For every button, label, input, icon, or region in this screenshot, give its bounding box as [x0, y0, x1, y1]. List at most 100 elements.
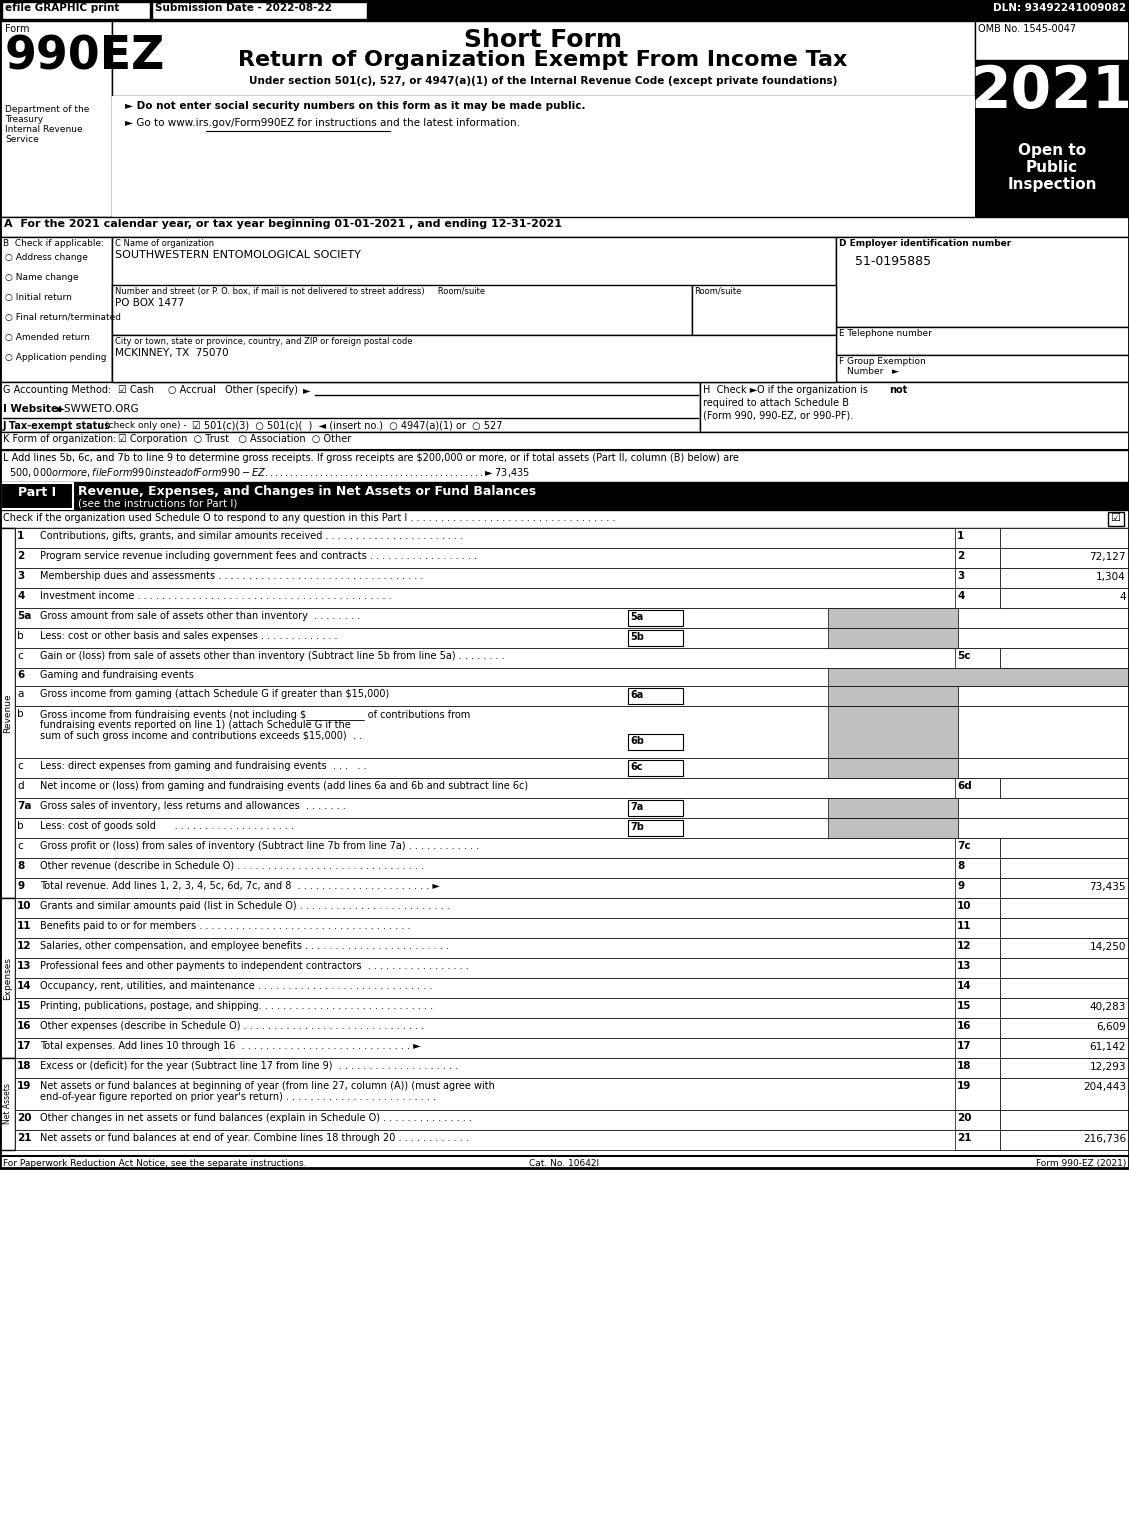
Bar — [1000, 1130, 1129, 1150]
Text: Less: cost of goods sold      . . . . . . . . . . . . . . . . . . . .: Less: cost of goods sold . . . . . . . .… — [40, 820, 294, 831]
Text: Contributions, gifts, grants, and similar amounts received . . . . . . . . . . .: Contributions, gifts, grants, and simila… — [40, 531, 463, 541]
Text: 10: 10 — [957, 901, 971, 910]
Text: O if the organization is: O if the organization is — [758, 384, 868, 395]
Bar — [0, 21, 112, 217]
Text: (see the instructions for Part I): (see the instructions for Part I) — [78, 499, 237, 508]
Text: Less: direct expenses from gaming and fundraising events  . . .   . .: Less: direct expenses from gaming and fu… — [40, 761, 367, 772]
Text: 7c: 7c — [957, 840, 971, 851]
Bar — [15, 1039, 1129, 1058]
Text: C Name of organization: C Name of organization — [115, 239, 215, 249]
Bar — [955, 567, 1000, 589]
Bar — [15, 758, 1129, 778]
Text: Program service revenue including government fees and contracts . . . . . . . . : Program service revenue including govern… — [40, 551, 476, 561]
Text: Room/suite: Room/suite — [694, 287, 742, 296]
Text: b: b — [17, 820, 24, 831]
Text: 5c: 5c — [957, 651, 971, 660]
Text: F Group Exemption: F Group Exemption — [839, 357, 926, 366]
Bar — [15, 918, 1129, 938]
Text: Less: cost or other basis and sales expenses . . . . . . . . . . . . .: Less: cost or other basis and sales expe… — [40, 631, 338, 640]
Bar — [0, 217, 1129, 236]
Bar — [628, 820, 683, 836]
Text: 6a: 6a — [630, 689, 644, 700]
Bar — [975, 59, 1129, 136]
Text: 14: 14 — [17, 981, 32, 991]
Text: Gross sales of inventory, less returns and allowances  . . . . . . .: Gross sales of inventory, less returns a… — [40, 801, 345, 811]
Text: Part I: Part I — [18, 486, 56, 499]
Text: 8: 8 — [957, 862, 964, 871]
Text: Gross profit or (loss) from sales of inventory (Subtract line 7b from line 7a) .: Gross profit or (loss) from sales of inv… — [40, 840, 479, 851]
Bar — [1000, 997, 1129, 1019]
Text: 19: 19 — [957, 1081, 971, 1090]
Text: Net Assets: Net Assets — [3, 1084, 12, 1124]
Text: c: c — [17, 761, 23, 772]
Text: For Paperwork Reduction Act Notice, see the separate instructions.: For Paperwork Reduction Act Notice, see … — [3, 1159, 306, 1168]
Text: 73,435: 73,435 — [1089, 881, 1126, 892]
Text: 1: 1 — [957, 531, 964, 541]
Text: ○ Final return/terminated: ○ Final return/terminated — [5, 313, 121, 322]
Text: (Form 990, 990-EZ, or 990-PF).: (Form 990, 990-EZ, or 990-PF). — [703, 412, 854, 421]
Text: 7a: 7a — [630, 802, 644, 811]
Text: 5b: 5b — [630, 631, 644, 642]
Bar — [955, 1110, 1000, 1130]
Text: Excess or (deficit) for the year (Subtract line 17 from line 9)  . . . . . . . .: Excess or (deficit) for the year (Subtra… — [40, 1061, 458, 1071]
Bar — [112, 336, 835, 381]
Text: 17: 17 — [957, 1042, 972, 1051]
Bar — [112, 21, 975, 96]
Text: K Form of organization:: K Form of organization: — [3, 435, 116, 444]
Text: 21: 21 — [957, 1133, 971, 1144]
Text: 5a: 5a — [17, 612, 32, 621]
Bar — [828, 608, 959, 628]
Text: Total expenses. Add lines 10 through 16  . . . . . . . . . . . . . . . . . . . .: Total expenses. Add lines 10 through 16 … — [40, 1042, 421, 1051]
Text: L Add lines 5b, 6c, and 7b to line 9 to determine gross receipts. If gross recei: L Add lines 5b, 6c, and 7b to line 9 to … — [3, 453, 738, 464]
Text: Internal Revenue: Internal Revenue — [5, 125, 82, 134]
Bar — [628, 759, 683, 776]
Bar — [1000, 648, 1129, 668]
Text: Gaming and fundraising events: Gaming and fundraising events — [40, 669, 194, 680]
Text: 6d: 6d — [957, 781, 972, 791]
Text: 40,283: 40,283 — [1089, 1002, 1126, 1013]
Text: 15: 15 — [17, 1000, 32, 1011]
Text: Check if the organization used Schedule O to respond to any question in this Par: Check if the organization used Schedule … — [3, 512, 615, 523]
Text: SOUTHWESTERN ENTOMOLOGICAL SOCIETY: SOUTHWESTERN ENTOMOLOGICAL SOCIETY — [115, 250, 361, 259]
Bar — [15, 589, 1129, 608]
Text: 12,293: 12,293 — [1089, 1061, 1126, 1072]
Bar — [955, 878, 1000, 898]
Text: Salaries, other compensation, and employee benefits . . . . . . . . . . . . . . : Salaries, other compensation, and employ… — [40, 941, 449, 952]
Text: ○ Address change: ○ Address change — [5, 253, 88, 262]
Bar — [955, 547, 1000, 567]
Bar — [1000, 1019, 1129, 1039]
Bar — [0, 450, 1129, 482]
Text: Net income or (loss) from gaming and fundraising events (add lines 6a and 6b and: Net income or (loss) from gaming and fun… — [40, 781, 528, 791]
Text: Service: Service — [5, 136, 38, 143]
Text: Revenue: Revenue — [3, 694, 12, 734]
Text: 2021: 2021 — [971, 63, 1129, 120]
Text: ► Do not enter social security numbers on this form as it may be made public.: ► Do not enter social security numbers o… — [125, 101, 586, 111]
Bar — [15, 778, 1129, 798]
Text: 2: 2 — [17, 551, 24, 561]
Bar — [955, 839, 1000, 859]
Bar — [1000, 528, 1129, 547]
Bar — [1000, 918, 1129, 938]
Text: Form: Form — [5, 24, 29, 34]
Text: 11: 11 — [17, 921, 32, 930]
Bar — [975, 136, 1129, 217]
Bar — [0, 236, 112, 381]
Bar — [1000, 1039, 1129, 1058]
Bar — [15, 839, 1129, 859]
Text: Benefits paid to or for members . . . . . . . . . . . . . . . . . . . . . . . . : Benefits paid to or for members . . . . … — [40, 921, 411, 930]
Bar — [955, 918, 1000, 938]
Text: a: a — [17, 689, 24, 698]
Text: 1: 1 — [17, 531, 24, 541]
Bar — [15, 1058, 1129, 1078]
Bar — [628, 734, 683, 750]
Text: Other expenses (describe in Schedule O) . . . . . . . . . . . . . . . . . . . . : Other expenses (describe in Schedule O) … — [40, 1022, 425, 1031]
Text: PO BOX 1477: PO BOX 1477 — [115, 297, 184, 308]
Bar — [15, 898, 1129, 918]
Text: 4: 4 — [17, 592, 25, 601]
Bar — [15, 997, 1129, 1019]
Bar — [0, 432, 1129, 450]
Bar — [1000, 938, 1129, 958]
Bar — [1000, 978, 1129, 997]
Bar — [700, 381, 1129, 432]
Bar — [955, 898, 1000, 918]
